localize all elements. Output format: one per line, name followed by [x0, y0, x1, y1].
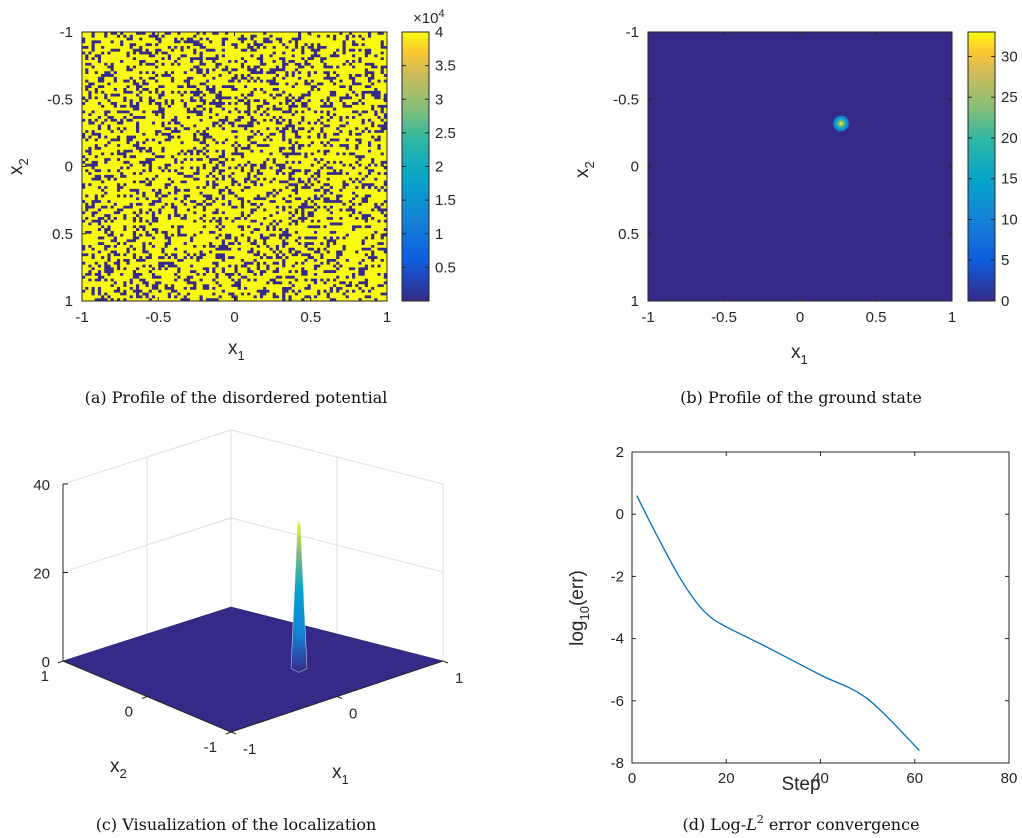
colorbar-tick-label: 0.5 — [435, 259, 456, 276]
caption-d: (d) Log-L2 error convergence — [682, 813, 919, 834]
ground-state-peak — [832, 114, 851, 133]
y-tick-label: 1 — [631, 293, 639, 310]
surface-gridlines — [62, 457, 444, 634]
z-tick-label: 40 — [33, 477, 50, 494]
x1-tick-label: -1 — [243, 741, 256, 758]
x-tick-label: 0.5 — [300, 309, 321, 326]
x1-tick-mark — [336, 696, 343, 699]
z-tick-label: 20 — [33, 566, 50, 583]
y-tick-label: 0 — [631, 159, 639, 176]
colorbar-tick-label: 1 — [435, 226, 443, 243]
x2-tick-label: 1 — [41, 668, 49, 685]
panel-d-ylabel: log10(err) — [567, 570, 592, 646]
x1-tick-label: 0 — [349, 706, 357, 723]
panel-a-colorbar — [401, 31, 430, 302]
y-tick-label: -1 — [60, 24, 73, 41]
potential-heatmap — [82, 32, 387, 301]
x2-tick-mark — [141, 696, 148, 699]
caption-a: (a) Profile of the disordered potential — [85, 388, 388, 407]
x-tick-label: 0 — [628, 770, 636, 787]
panel-a-xlabel: x1 — [228, 338, 245, 363]
panel-c-x2label: x2 — [110, 756, 127, 781]
panel-b-xlabel: x1 — [791, 342, 808, 367]
y-tick-label: -0.5 — [613, 91, 639, 108]
colorbar-tick-label: 1.5 — [435, 192, 456, 209]
caption-c: (c) Visualization of the localization — [96, 815, 377, 834]
panel-a-potential: -1 -0.5 0 0.5 1 -1 -0.5 0 0.5 1 x1 x2 0.5 1 1.5 2 2.… — [6, 8, 456, 363]
x-tick-label: 80 — [1001, 770, 1018, 787]
colorbar-tick-label: 3 — [435, 91, 443, 108]
colorbar-tick-label: 15 — [1001, 171, 1018, 188]
colorbar-tick-label: 0 — [1001, 293, 1009, 310]
z-tick-label: 0 — [42, 654, 50, 671]
y-tick-label: 1 — [65, 293, 73, 310]
colorbar-tick-label: 25 — [1001, 89, 1018, 106]
y-tick-label: -1 — [626, 24, 639, 41]
colorbar-tick-label: 10 — [1001, 211, 1018, 228]
x2-tick-mark — [57, 660, 64, 664]
y-tick-label: -4 — [611, 631, 624, 648]
panel-b-ylabel: x2 — [572, 161, 597, 178]
colorbar-tick-label: 5 — [1001, 252, 1009, 269]
x1-tick-mark — [230, 731, 237, 735]
x-tick-label: 1 — [948, 309, 956, 326]
surface-peak — [290, 520, 308, 673]
panel-b-ground-state: -1 -0.5 0 0.5 1 -1 -0.5 0 0.5 1 x1 x2 0 5 10 15 20 25… — [572, 24, 1018, 367]
colorbar-tick-label: 4 — [435, 24, 443, 41]
y-tick-label: -2 — [611, 568, 624, 585]
x-tick-label: 1 — [383, 309, 391, 326]
colorbar-tick-label: 30 — [1001, 48, 1018, 65]
x1-tick-label: 1 — [455, 670, 463, 687]
colorbar-tick-label: 20 — [1001, 130, 1018, 147]
x-tick-label: -0.5 — [711, 309, 737, 326]
panel-d-xlabel: Step — [781, 774, 820, 795]
x-tick-label: 0 — [796, 309, 804, 326]
panel-a-colorbar-scale: ×104 — [413, 8, 445, 27]
y-tick-label: -8 — [611, 755, 624, 772]
x2-tick-mark — [225, 731, 232, 735]
panel-b-colorbar — [967, 31, 996, 302]
panel-d-error: 0 20 40 60 80 -8 -6 -4 -2 0 2 Step log10(err) — [567, 444, 1017, 795]
y-tick-label: -6 — [611, 693, 624, 710]
x-tick-label: -1 — [641, 309, 654, 326]
x-tick-label: 20 — [718, 770, 735, 787]
y-tick-label: 0 — [65, 159, 73, 176]
y-tick-label: 2 — [616, 444, 624, 461]
y-tick-label: 0.5 — [52, 226, 73, 243]
colorbar-tick-label: 2.5 — [435, 125, 456, 142]
x-tick-label: 40 — [812, 770, 829, 787]
x1-tick-mark — [442, 660, 449, 664]
panel-d-axes-box — [631, 451, 1010, 764]
x2-tick-label: 0 — [125, 704, 133, 721]
x-tick-label: -1 — [75, 309, 88, 326]
panel-a-ylabel: x2 — [6, 158, 31, 175]
heatmap-low-cells — [82, 32, 387, 301]
colorbar-tick-label: 3.5 — [435, 58, 456, 75]
panel-c-x1label: x1 — [332, 762, 349, 787]
x-tick-label: -0.5 — [145, 309, 171, 326]
y-tick-label: 0.5 — [618, 226, 639, 243]
y-tick-label: 0 — [616, 506, 624, 523]
x-tick-label: 60 — [906, 770, 923, 787]
error-series-line — [636, 495, 920, 752]
x-tick-label: 0 — [230, 309, 238, 326]
x2-tick-label: -1 — [204, 739, 217, 756]
caption-b: (b) Profile of the ground state — [680, 388, 922, 407]
ground-state-heatmap — [648, 32, 952, 301]
colorbar-tick-label: 2 — [435, 159, 443, 176]
y-tick-label: -0.5 — [47, 91, 73, 108]
x-tick-label: 0.5 — [866, 309, 887, 326]
